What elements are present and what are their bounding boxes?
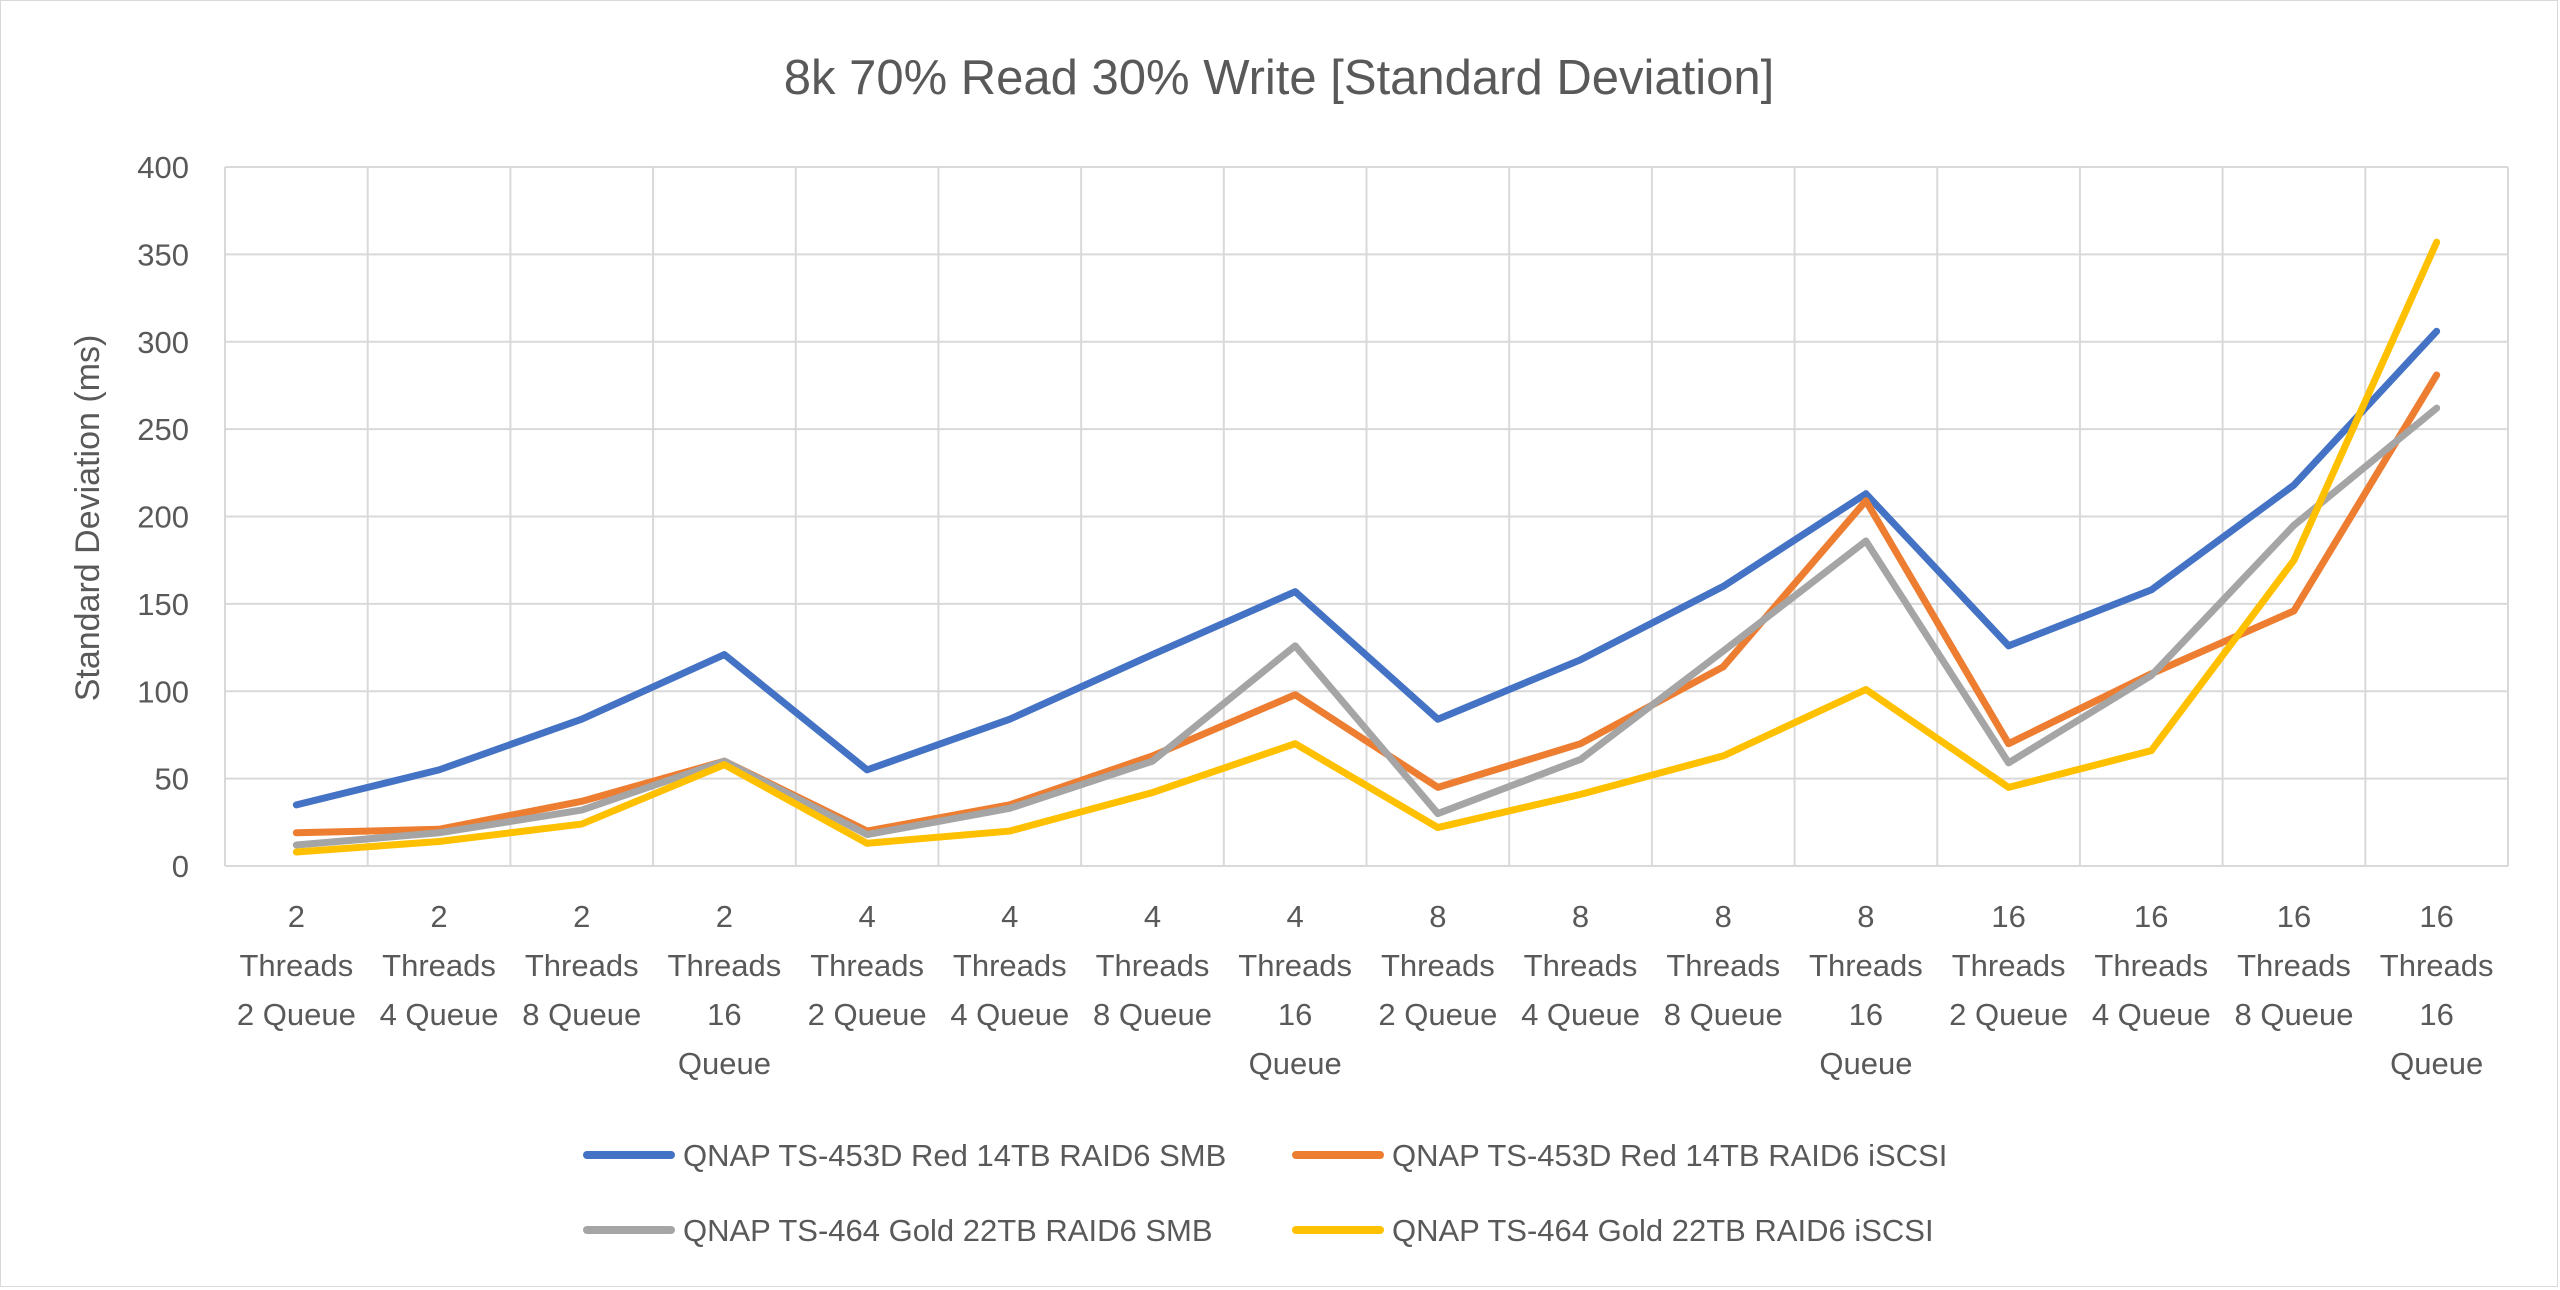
x-tick-label: 4 Threads 2 Queue xyxy=(808,899,927,1032)
gridlines xyxy=(224,166,2509,867)
legend-label: QNAP TS-453D Red 14TB RAID6 iSCSI xyxy=(1392,1138,1947,1173)
y-axis-title: Standard Deviation (ms) xyxy=(69,335,107,702)
x-tick-label: 16 Threads 8 Queue xyxy=(2235,899,2354,1032)
x-tick-label: 2 Threads 4 Queue xyxy=(380,899,499,1032)
y-tick-label: 100 xyxy=(137,674,189,709)
legend-label: QNAP TS-464 Gold 22TB RAID6 iSCSI xyxy=(1392,1213,1934,1248)
y-tick-label: 200 xyxy=(137,500,189,535)
x-tick-label: 4 Threads 8 Queue xyxy=(1093,899,1212,1032)
y-tick-label: 0 xyxy=(172,849,189,884)
x-tick-label: 2 Threads 2 Queue xyxy=(237,899,356,1032)
y-axis-ticks: 0 50 100 150 200 250 300 350 400 xyxy=(137,150,189,884)
x-tick-label: 8 Threads 16 Queue xyxy=(1809,899,1923,1081)
y-tick-label: 300 xyxy=(137,325,189,360)
chart-title: 8k 70% Read 30% Write [Standard Deviatio… xyxy=(784,51,1775,105)
x-tick-label: 4 Threads 16 Queue xyxy=(1238,899,1352,1081)
y-tick-label: 150 xyxy=(137,587,189,622)
x-tick-label: 16 Threads 2 Queue xyxy=(1949,899,2068,1032)
x-tick-label: 8 Threads 4 Queue xyxy=(1521,899,1640,1032)
y-tick-label: 250 xyxy=(137,412,189,447)
y-tick-label: 50 xyxy=(155,762,189,797)
series-line xyxy=(292,404,2441,849)
series-line xyxy=(292,238,2441,856)
x-tick-label: 16 Threads 4 Queue xyxy=(2092,899,2211,1032)
x-tick-label: 2 Threads 16 Queue xyxy=(668,899,782,1081)
y-tick-label: 400 xyxy=(137,150,189,185)
legend-label: QNAP TS-464 Gold 22TB RAID6 SMB xyxy=(683,1213,1213,1248)
series-lines xyxy=(292,238,2441,856)
x-tick-label: 8 Threads 2 Queue xyxy=(1378,899,1497,1032)
series-line xyxy=(292,371,2441,837)
x-tick-label: 8 Threads 8 Queue xyxy=(1664,899,1783,1032)
x-tick-label: 16 Threads 16 Queue xyxy=(2380,899,2494,1081)
legend: QNAP TS-453D Red 14TB RAID6 SMB QNAP TS-4… xyxy=(583,1138,1947,1248)
x-tick-label: 4 Threads 4 Queue xyxy=(950,899,1069,1032)
series-line xyxy=(292,327,2441,809)
x-tick-label: 2 Threads 8 Queue xyxy=(522,899,641,1032)
y-tick-label: 350 xyxy=(137,237,189,272)
legend-label: QNAP TS-453D Red 14TB RAID6 SMB xyxy=(683,1138,1226,1173)
